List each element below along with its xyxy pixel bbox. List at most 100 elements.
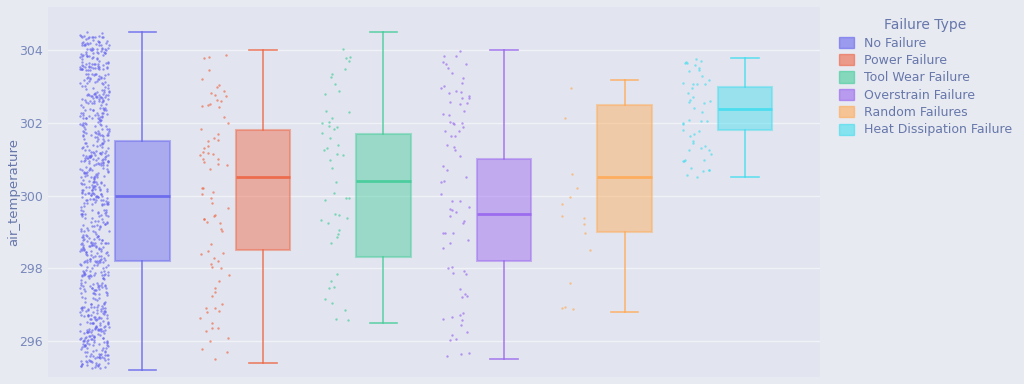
Point	[321, 122, 337, 129]
Point	[90, 112, 106, 118]
Point	[75, 268, 91, 274]
Point	[79, 338, 95, 344]
Point	[100, 159, 117, 166]
Point	[86, 262, 102, 268]
Point	[77, 295, 93, 301]
Point	[435, 230, 452, 236]
Point	[100, 252, 117, 258]
Point	[91, 327, 108, 333]
Point	[78, 308, 94, 314]
Point	[212, 98, 228, 104]
Point	[210, 104, 226, 110]
Point	[73, 210, 89, 217]
Point	[82, 154, 98, 160]
Point	[454, 317, 470, 323]
Point	[91, 332, 108, 338]
Point	[74, 305, 90, 311]
Point	[95, 268, 112, 274]
Point	[78, 172, 94, 178]
Point	[75, 338, 91, 344]
Point	[454, 294, 470, 300]
Point	[460, 237, 476, 243]
Point	[321, 285, 337, 291]
Point	[86, 177, 102, 184]
Point	[78, 249, 94, 255]
Point	[196, 156, 212, 162]
Point	[81, 63, 97, 70]
Point	[206, 212, 222, 218]
Point	[88, 161, 104, 167]
Point	[83, 351, 99, 358]
Point	[74, 361, 90, 367]
Point	[82, 153, 98, 159]
Point	[433, 179, 450, 185]
Y-axis label: air_temperature: air_temperature	[7, 138, 19, 246]
Point	[437, 127, 454, 134]
Point	[681, 97, 697, 103]
Point	[90, 39, 106, 45]
Point	[96, 348, 113, 354]
Point	[316, 91, 333, 97]
Point	[85, 94, 101, 101]
Point	[89, 310, 105, 316]
Point	[89, 78, 105, 84]
Point	[89, 302, 105, 308]
Point	[90, 260, 106, 266]
Point	[87, 173, 103, 179]
Point	[325, 71, 341, 77]
Point	[90, 96, 106, 102]
Point	[88, 230, 104, 237]
Point	[93, 256, 110, 262]
Point	[329, 271, 345, 277]
Point	[94, 303, 111, 310]
Point	[93, 308, 110, 314]
Point	[85, 342, 101, 348]
Point	[73, 226, 89, 232]
Point	[329, 179, 345, 185]
Point	[221, 272, 238, 278]
Point	[98, 132, 115, 138]
Point	[73, 312, 89, 318]
Point	[77, 343, 93, 349]
Point	[85, 319, 101, 326]
Point	[77, 335, 93, 341]
Point	[99, 240, 116, 247]
Point	[91, 73, 108, 79]
Point	[79, 257, 95, 263]
Point	[74, 66, 90, 72]
Point	[85, 190, 101, 196]
Point	[83, 152, 99, 159]
Point	[96, 105, 113, 111]
Point	[74, 194, 90, 200]
Point	[679, 172, 695, 178]
Point	[90, 326, 106, 332]
Point	[686, 131, 702, 137]
Point	[98, 314, 115, 321]
Point	[97, 73, 114, 79]
Point	[81, 63, 97, 69]
Point	[435, 58, 452, 65]
Point	[81, 60, 97, 66]
Point	[95, 259, 112, 265]
Point	[77, 211, 93, 217]
Point	[98, 292, 115, 298]
Point	[79, 362, 95, 368]
Point	[72, 113, 88, 119]
Point	[73, 110, 89, 116]
Point	[77, 83, 93, 89]
Point	[681, 133, 697, 139]
Point	[685, 105, 701, 111]
Point	[84, 33, 100, 40]
Point	[76, 158, 92, 164]
Point	[81, 356, 97, 362]
Point	[74, 53, 90, 59]
Point	[79, 359, 95, 365]
Point	[99, 158, 116, 164]
Point	[75, 120, 91, 126]
Point	[676, 157, 692, 164]
Point	[90, 327, 106, 333]
Point	[82, 256, 98, 262]
Point	[452, 101, 468, 107]
Point	[98, 64, 115, 70]
Point	[457, 291, 473, 297]
